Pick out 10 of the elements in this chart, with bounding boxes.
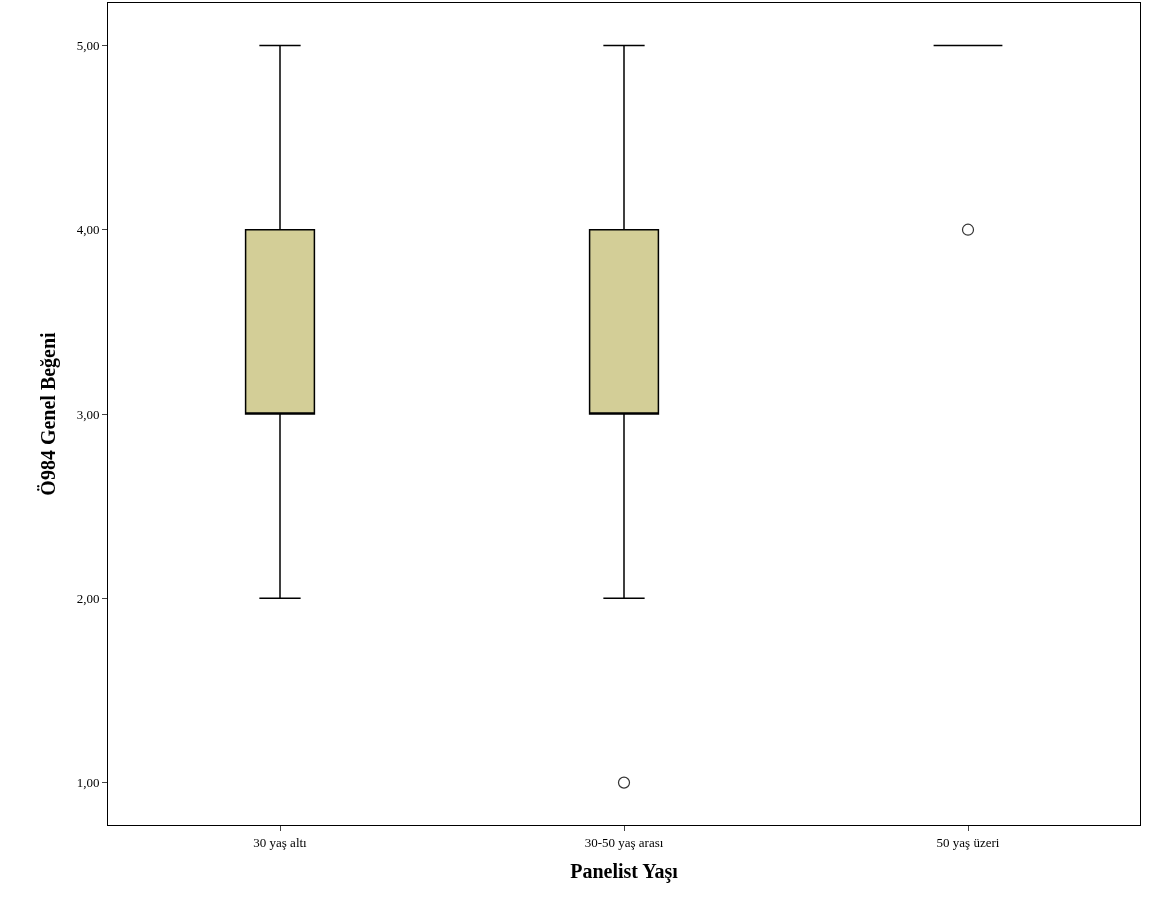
y-tick-label: 4,00 bbox=[76, 222, 100, 238]
y-tick-label: 1,00 bbox=[76, 775, 100, 791]
x-tick-label: 30-50 yaş arası bbox=[584, 834, 664, 850]
y-tick-label: 5,00 bbox=[76, 37, 100, 53]
y-tick-label: 2,00 bbox=[76, 590, 100, 606]
y-axis-title: Ö984 Genel Beğeni bbox=[37, 331, 61, 496]
x-tick-label: 50 yaş üzeri bbox=[936, 834, 1000, 850]
y-tick-label: 3,00 bbox=[76, 406, 100, 422]
x-tick-label: 30 yaş altı bbox=[253, 834, 308, 850]
x-axis-title: Panelist Yaşı bbox=[570, 860, 679, 884]
